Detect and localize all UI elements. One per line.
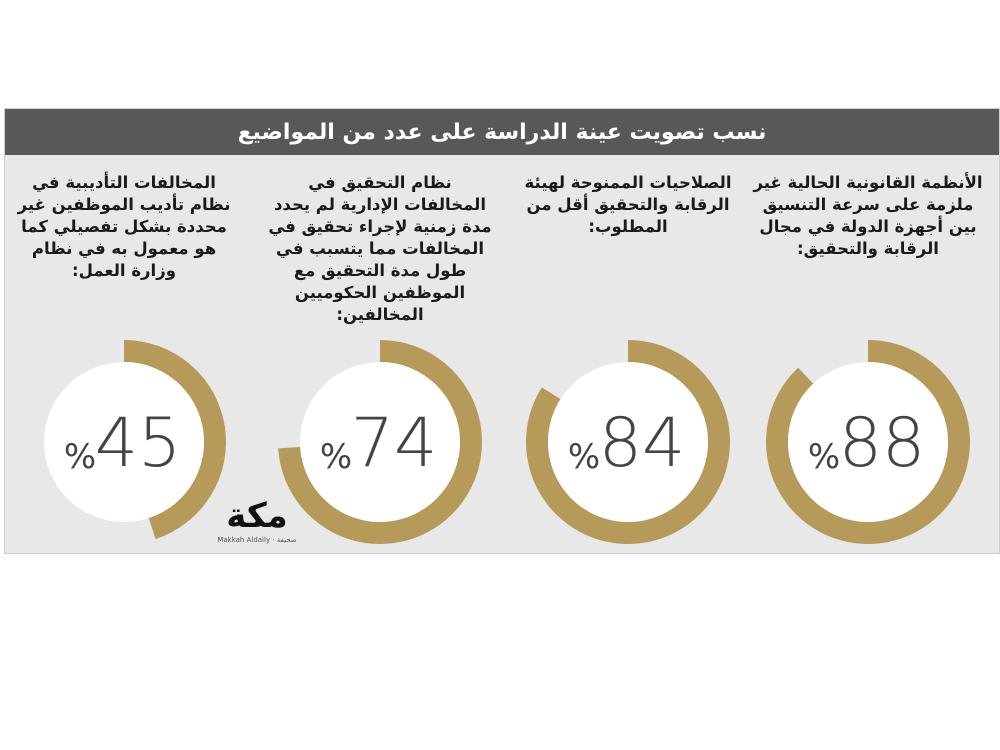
donut-center-1 <box>788 362 948 522</box>
percent-sign-3: % <box>320 437 352 477</box>
donut-chart-2: %84 <box>526 340 730 544</box>
donut-center-4 <box>44 362 204 522</box>
donut-chart-3: %74 <box>278 340 482 544</box>
chart-title: نسب تصويت عينة الدراسة على عدد من المواض… <box>5 109 999 155</box>
percent-value-2: 84 <box>599 404 686 483</box>
percent-value-4: 45 <box>95 404 182 483</box>
percent-sign-1: % <box>808 437 840 477</box>
donut-chart-1: %88 <box>766 340 970 544</box>
logo-subtitle: Makkah Aldaily · صحيفة <box>217 536 297 544</box>
item-label-4: المخالفات التأديبية في نظام تأديب الموظف… <box>17 173 231 280</box>
percent-value-3: 74 <box>351 404 438 483</box>
percent-sign-2: % <box>568 437 600 477</box>
item-label-1: الأنظمة القانونية الحالية غير ملزمة على … <box>753 173 983 258</box>
newspaper-logo: مكة Makkah Aldaily · صحيفة <box>212 498 302 548</box>
donut-center-2 <box>548 362 708 522</box>
donut-arc-4 <box>124 340 227 540</box>
item-label-3: نظام التحقيق في المخالفات الإدارية لم يح… <box>268 173 492 324</box>
donut-center-3 <box>300 362 460 522</box>
donut-chart-4: %45 <box>44 340 227 540</box>
logo-text: مكة <box>226 496 288 536</box>
percent-sign-4: % <box>64 437 96 477</box>
percent-value-1: 88 <box>839 404 926 483</box>
item-label-2: الصلاحيات الممنوحة لهيئة الرقابة والتحقي… <box>524 173 732 236</box>
